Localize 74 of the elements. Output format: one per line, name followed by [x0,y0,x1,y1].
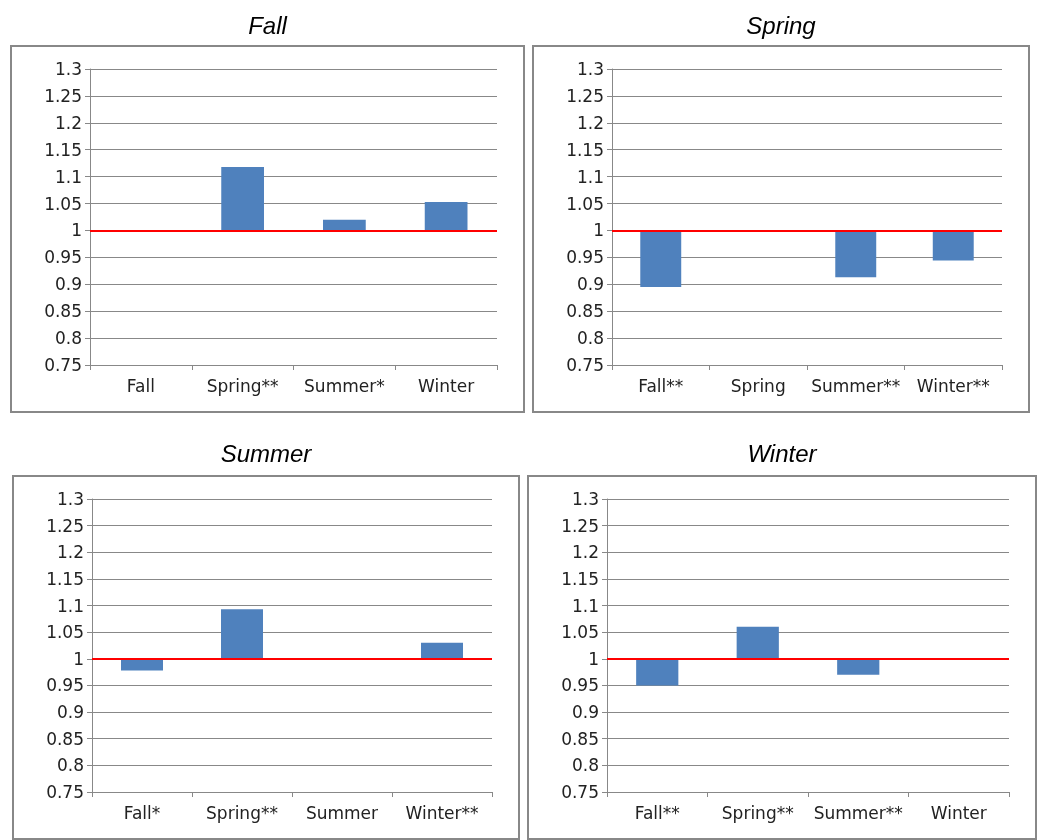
x-tick-label: Winter** [916,375,990,396]
chart-title: Winter [746,440,819,468]
x-tick-label: Spring [730,375,786,396]
y-tick-label: 1.2 [571,542,599,563]
chart-title: Summer [219,440,313,468]
y-tick-label: 0.9 [576,274,604,295]
x-tick-label: Summer [305,802,379,823]
x-tick-label: Fall** [634,802,680,823]
x-tick-label: Spring** [721,802,794,823]
x-tick-label: Fall* [123,802,161,823]
y-tick-label: 1.1 [576,166,604,187]
y-tick-label: 0.75 [44,355,82,375]
x-tick-label: Summer** [811,375,901,396]
bar [323,219,366,231]
y-tick-label: 0.85 [566,301,604,322]
x-tick-label: Spring** [206,802,278,823]
y-tick-label: 1.15 [566,139,604,160]
bar [221,166,264,231]
bar [221,609,263,659]
y-tick-label: 0.9 [54,274,82,295]
x-tick-label: Summer* [304,375,385,396]
y-tick-label: 1.05 [46,622,84,643]
y-tick-label: 1.2 [54,112,82,133]
y-tick-label: 1.15 [46,568,84,589]
y-tick-label: 1.3 [54,59,82,79]
y-tick-label: 1.3 [571,489,599,509]
y-tick-label: 1 [588,648,599,669]
x-tick-label: Winter** [405,802,479,823]
x-tick-label: Winter [418,375,475,396]
y-tick-label: 1.1 [571,595,599,616]
y-tick-label: 0.95 [566,247,604,268]
y-tick-label: 0.75 [561,782,599,802]
y-tick-label: 0.9 [571,702,599,723]
y-tick-label: 1.2 [56,542,84,563]
y-tick-label: 0.95 [561,675,599,696]
y-tick-label: 1.25 [561,515,599,536]
y-tick-label: 1.25 [46,515,84,536]
y-tick-label: 1.25 [44,85,82,106]
y-tick-label: 1.3 [56,489,84,509]
y-tick-label: 0.75 [46,782,84,802]
y-tick-label: 1.1 [56,595,84,616]
y-tick-label: 0.95 [44,247,82,268]
y-tick-label: 1.05 [561,622,599,643]
x-tick-label: Summer** [813,802,903,823]
y-tick-label: 1.3 [576,59,604,79]
x-tick-label: Fall** [638,375,684,396]
y-tick-label: 1.15 [44,139,82,160]
y-tick-label: 0.8 [54,328,82,349]
y-tick-label: 1.05 [44,193,82,214]
y-tick-label: 1.05 [566,193,604,214]
y-tick-label: 1 [71,220,82,241]
y-tick-label: 1.2 [576,112,604,133]
chart-title: Spring [745,12,817,40]
y-tick-label: 0.8 [571,755,599,776]
chart-title: Fall [247,12,289,40]
y-tick-label: 0.85 [44,301,82,322]
bar [421,642,463,659]
bar [121,658,163,671]
y-tick-label: 1.1 [54,166,82,187]
bar [424,201,468,231]
y-tick-label: 0.85 [46,728,84,749]
y-tick-label: 0.9 [56,702,84,723]
x-tick-label: Spring** [206,375,279,396]
y-tick-label: 0.8 [56,755,84,776]
y-tick-label: 0.85 [561,728,599,749]
y-tick-label: 0.75 [566,355,604,375]
y-tick-label: 0.95 [46,675,84,696]
x-tick-label: Fall [126,375,155,396]
y-tick-label: 1 [73,648,84,669]
y-tick-label: 0.8 [576,328,604,349]
y-tick-label: 1.25 [566,85,604,106]
y-tick-label: 1.15 [561,568,599,589]
y-tick-label: 1 [593,220,604,241]
x-tick-label: Winter [930,802,987,823]
